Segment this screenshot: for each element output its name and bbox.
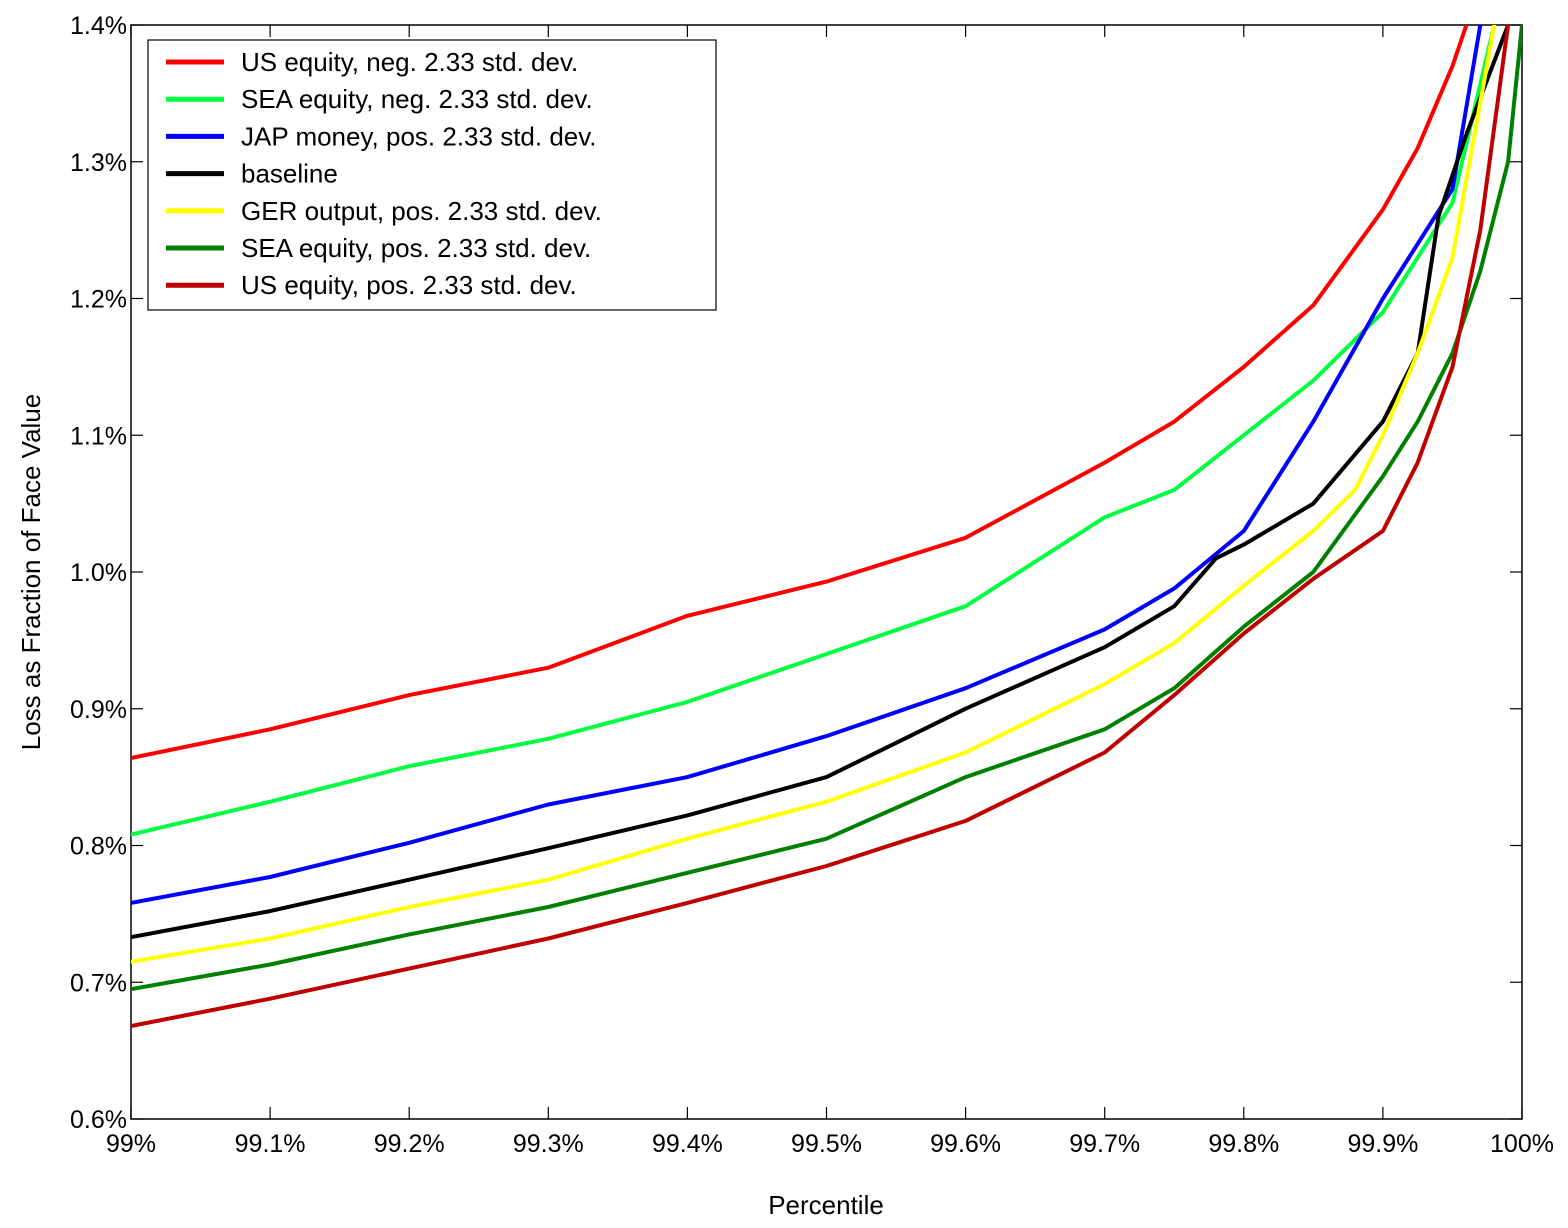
x-tick-label: 99.5% — [791, 1130, 862, 1158]
series-lines — [131, 25, 1522, 1028]
legend: US equity, neg. 2.33 std. dev. SEA equity… — [147, 39, 717, 311]
x-tick-label: 99.1% — [235, 1130, 306, 1158]
y-tick-label: 1.1% — [70, 422, 127, 450]
x-tick-label: 99.8% — [1208, 1130, 1279, 1158]
series-line-3 — [131, 25, 1483, 905]
x-tick-label: 99.4% — [652, 1130, 723, 1158]
x-tick-label: 99% — [106, 1130, 156, 1158]
legend-label: JAP money, pos. 2.33 std. dev. — [241, 121, 597, 151]
x-axis-title: Percentile — [768, 1190, 884, 1220]
y-tick-label: 1.3% — [70, 149, 127, 177]
x-tick-label: 99.9% — [1347, 1130, 1418, 1158]
y-tick-label: 0.8% — [70, 833, 127, 861]
legend-box — [147, 39, 717, 311]
y-tick-label: 0.6% — [70, 1106, 127, 1134]
y-tick-label: 1.0% — [70, 559, 127, 587]
series-line-7 — [131, 25, 1511, 1028]
y-axis-title: Loss as Fraction of Face Value — [16, 394, 46, 750]
y-tick-label: 0.7% — [70, 969, 127, 997]
y-tick-labels: 0.6% 0.7% 0.8% 0.9% 1.0% 1.1% 1.2% 1.3% 1.4% — [70, 12, 127, 1134]
x-tick-label: 99.3% — [513, 1130, 584, 1158]
series-line-1 — [131, 25, 1469, 760]
legend-label: US equity, neg. 2.33 std. dev. — [241, 47, 578, 77]
legend-label: SEA equity, pos. 2.33 std. dev. — [241, 233, 591, 263]
x-tick-label: 99.7% — [1069, 1130, 1140, 1158]
series-line-4 — [131, 25, 1511, 940]
series-line-2 — [131, 25, 1497, 837]
x-tick-labels: 99% 99.1% 99.2% 99.3% 99.4% 99.5% 99.6% 99.7% 99… — [106, 1130, 1554, 1158]
legend-label: SEA equity, neg. 2.33 std. dev. — [241, 84, 593, 114]
y-tick-label: 1.4% — [70, 12, 127, 40]
x-tick-label: 100% — [1490, 1130, 1554, 1158]
legend-label: baseline — [241, 159, 338, 189]
axis-ticks — [130, 24, 1523, 1120]
series-line-5 — [131, 25, 1497, 964]
y-tick-label: 1.2% — [70, 286, 127, 314]
legend-label: US equity, pos. 2.33 std. dev. — [241, 270, 577, 300]
legend-label: GER output, pos. 2.33 std. dev. — [241, 196, 602, 226]
x-tick-label: 99.2% — [374, 1130, 445, 1158]
y-tick-label: 0.9% — [70, 696, 127, 724]
x-tick-label: 99.6% — [930, 1130, 1001, 1158]
